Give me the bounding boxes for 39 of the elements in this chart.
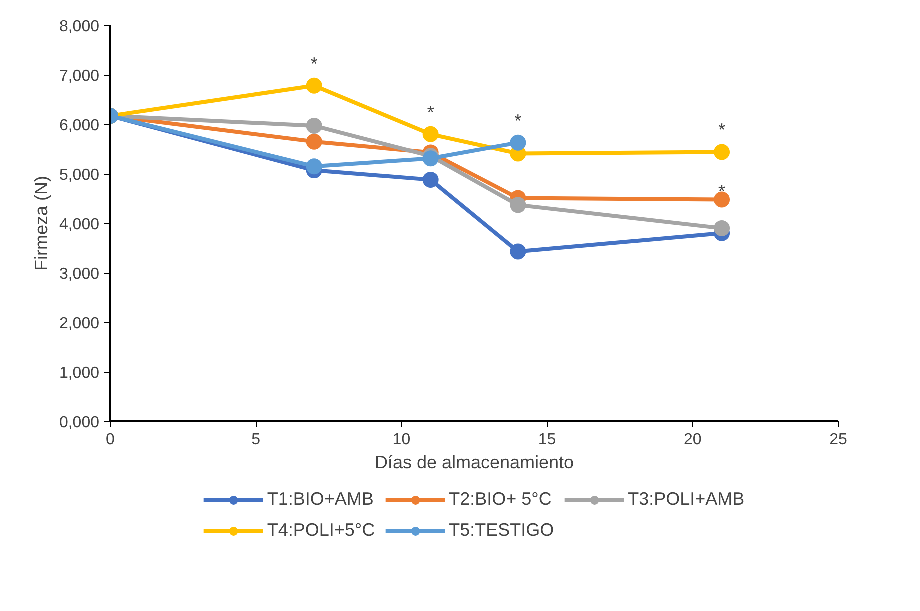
x-tick-label: 15 [538,432,556,448]
point [714,144,730,160]
y-tick-label: 8,000 [59,18,100,36]
y-tick-label: 7,000 [59,68,100,85]
x-tick-label: 5 [252,432,261,448]
annotation: * [718,182,726,202]
legend-label: T5:TESTIGO [449,520,554,541]
x-tick-label: 25 [830,432,848,448]
y-tick-label: 4,000 [59,216,100,234]
point [422,126,439,142]
point [306,158,322,175]
annotation: * [514,110,522,131]
x-axis-title: Días de almacenamiento [374,452,574,472]
point [714,220,730,236]
point [510,134,526,151]
point [306,118,322,134]
y-tick-label: 0,000 [59,414,100,432]
x-tick-label: 10 [392,432,411,448]
point [714,192,730,208]
y-axis-title: Firmeza (N) [31,176,52,271]
y-tick-label: 5,000 [59,167,100,184]
x-tick-label: 20 [684,432,702,448]
y-tick-label: 3,000 [59,266,100,283]
point [510,244,526,260]
legend-label: T2:BIO+ 5°C [449,489,552,510]
legend-label: T4:POLI+5°C [267,520,376,541]
point [306,134,322,150]
legend-label: T1:BIO+AMB [267,489,374,510]
point [306,78,322,94]
y-tick-label: 6,000 [59,118,100,134]
point [510,197,526,214]
annotation: * [427,102,434,122]
y-tick-label: 2,000 [59,316,100,332]
annotation: * [310,54,318,74]
y-tick-label: 1,000 [59,365,100,382]
x-tick-label: 0 [106,432,116,448]
annotation: * [718,120,726,140]
point [422,172,439,188]
legend-label: T3:POLI+AMB [628,489,745,510]
